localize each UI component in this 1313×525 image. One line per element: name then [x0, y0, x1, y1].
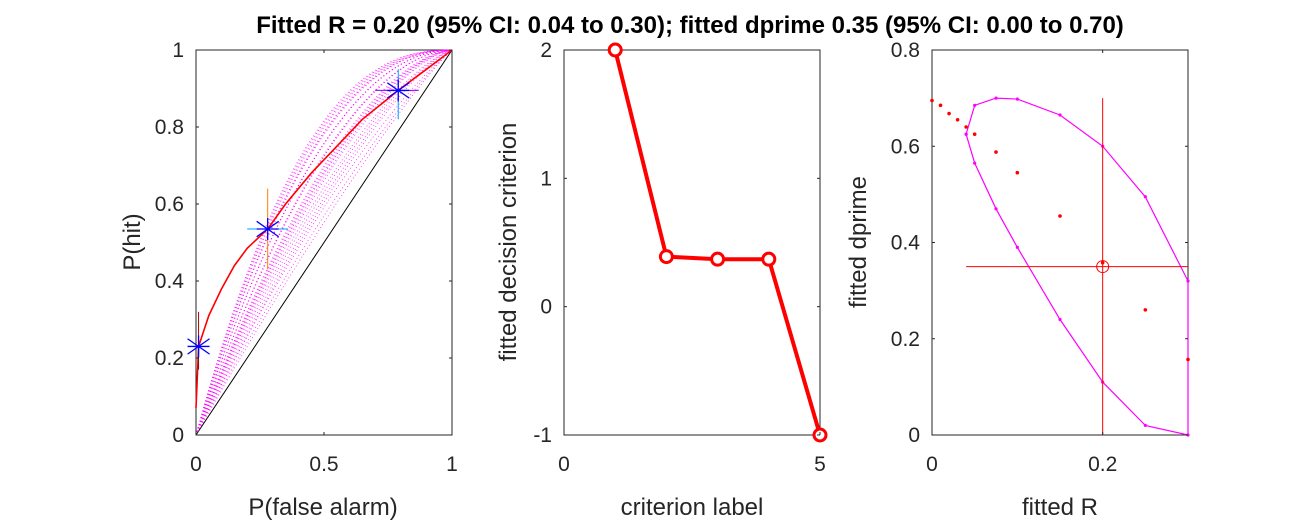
- likelihood-point: [994, 150, 998, 154]
- chance-line: [195, 49, 453, 436]
- likelihood-point: [1143, 308, 1148, 312]
- roc-ytick-label: 0.4: [155, 270, 185, 293]
- fit-ytick-label: 0.2: [891, 328, 920, 351]
- likelihood-point: [947, 111, 951, 116]
- fit-axes-frame: [931, 49, 1189, 436]
- bootstrap-roc-curve: [195, 49, 453, 436]
- roc-xlabel: P(false alarm): [248, 494, 397, 521]
- contour-point: [1143, 195, 1147, 199]
- likelihood-point: [1015, 170, 1020, 175]
- criterion-marks: 0 5 -1 0 1 2: [533, 39, 828, 476]
- figure-title: Fitted R = 0.20 (95% CI: 0.04 to 0.30); …: [256, 12, 1124, 39]
- roc-marks: 0 0.5 1 0 0.2 0.4 0.6 0.8 1: [155, 39, 458, 476]
- likelihood-point: [972, 132, 977, 137]
- fit-ytick-label: 0.4: [891, 232, 921, 255]
- bootstrap-roc-curve: [195, 49, 453, 436]
- bootstrap-roc-curve: [195, 49, 453, 436]
- fit-marks: 0 0.2 0 0.2 0.4 0.6 0.8: [891, 39, 1190, 476]
- criterion-point: [710, 251, 726, 267]
- criterion-ytick-label: 0: [540, 296, 552, 319]
- likelihood-point: [938, 103, 943, 108]
- contour-point: [973, 103, 977, 107]
- contour-point: [1015, 97, 1019, 101]
- roc-ytick-label: 0.2: [155, 347, 184, 370]
- bootstrap-roc-curve: [195, 49, 453, 436]
- roc-ylabel: P(hit): [119, 213, 146, 270]
- roc-xtick-label: 0.5: [309, 453, 338, 476]
- roc-ytick-label: 0.6: [155, 193, 184, 216]
- fit-ylabel: fitted dprime: [845, 176, 872, 308]
- bootstrap-roc-curve: [195, 49, 453, 436]
- criterion-ytick-label: 2: [540, 39, 552, 62]
- roc-xtick-label: 1: [446, 453, 458, 476]
- contour-point: [1058, 317, 1062, 322]
- likelihood-point: [930, 98, 934, 103]
- contour-point: [994, 207, 998, 211]
- fit-xtick-label: 0: [926, 453, 938, 476]
- criterion-point: [607, 42, 623, 58]
- criterion-axes-frame: [563, 49, 821, 436]
- fit-xtick-label: 0.2: [1088, 453, 1117, 476]
- roc-ytick-label: 0.8: [155, 116, 184, 139]
- roc-panel: 0 0.5 1 0 0.2 0.4 0.6 0.8 1 P(false alarm) P(hit…: [119, 39, 458, 521]
- fit-panel: 0 0.2 0 0.2 0.4 0.6 0.8 fitted R fitted dprime: [845, 39, 1190, 521]
- roc-xtick-label: 0: [190, 453, 202, 476]
- fit-ytick-label: 0.6: [891, 135, 920, 158]
- contour-point: [1143, 423, 1147, 427]
- criterion-ylabel: fitted decision criterion: [495, 123, 522, 362]
- fitted-roc-curve: [195, 49, 453, 409]
- contour-point: [964, 132, 968, 136]
- criterion-ytick-label: -1: [533, 424, 552, 447]
- criterion-panel: 0 5 -1 0 1 2 criterion label fitted decision …: [495, 39, 828, 521]
- criterion-xlabel: criterion label: [621, 494, 764, 521]
- bootstrap-roc-curve: [195, 49, 453, 436]
- bootstrap-roc-curve: [195, 49, 453, 436]
- criterion-point: [761, 251, 777, 267]
- fit-xlabel: fitted R: [1022, 494, 1098, 521]
- roc-ytick-label: 0: [172, 424, 184, 447]
- likelihood-point: [1058, 214, 1062, 218]
- contour-point: [1186, 279, 1190, 283]
- criterion-point: [658, 249, 674, 265]
- fit-ytick-label: 0: [908, 424, 920, 447]
- criterion-xtick-label: 5: [814, 453, 826, 476]
- contour-point: [973, 161, 977, 165]
- likelihood-point: [955, 117, 960, 122]
- contour-point: [994, 96, 998, 100]
- bootstrap-roc-curve: [195, 49, 453, 436]
- likelihood-point: [1186, 357, 1190, 362]
- roc-ytick-label: 1: [172, 39, 184, 62]
- contour-point: [1058, 113, 1062, 117]
- bootstrap-roc-curve: [195, 49, 453, 436]
- criterion-xtick-label: 0: [558, 453, 570, 476]
- bootstrap-roc-curve: [195, 49, 453, 436]
- fit-ytick-label: 0.8: [891, 39, 920, 62]
- likelihood-point: [964, 125, 968, 129]
- estimate-marker: [1096, 260, 1110, 274]
- contour-point: [1015, 245, 1019, 249]
- bootstrap-roc-curve: [195, 49, 453, 436]
- criterion-ytick-label: 1: [540, 167, 552, 190]
- criterion-line: [613, 49, 822, 436]
